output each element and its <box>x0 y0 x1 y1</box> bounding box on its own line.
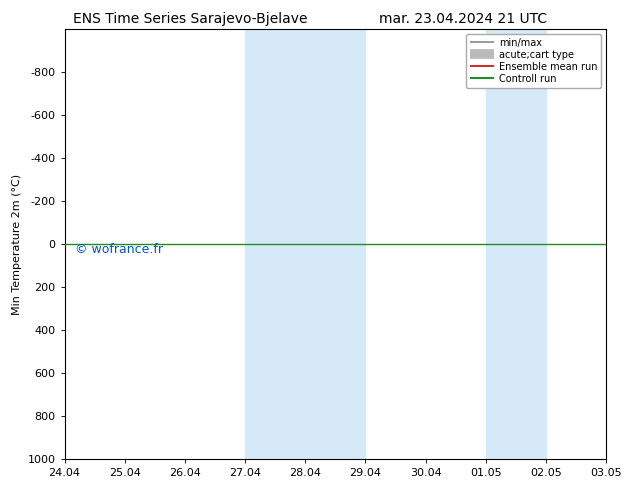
Bar <box>245 29 365 459</box>
Legend: min/max, acute;cart type, Ensemble mean run, Controll run: min/max, acute;cart type, Ensemble mean … <box>466 34 601 88</box>
Bar <box>486 29 546 459</box>
Text: mar. 23.04.2024 21 UTC: mar. 23.04.2024 21 UTC <box>378 12 547 26</box>
Text: © wofrance.fr: © wofrance.fr <box>75 243 164 256</box>
Text: ENS Time Series Sarajevo-Bjelave: ENS Time Series Sarajevo-Bjelave <box>73 12 307 26</box>
Y-axis label: Min Temperature 2m (°C): Min Temperature 2m (°C) <box>12 173 22 315</box>
